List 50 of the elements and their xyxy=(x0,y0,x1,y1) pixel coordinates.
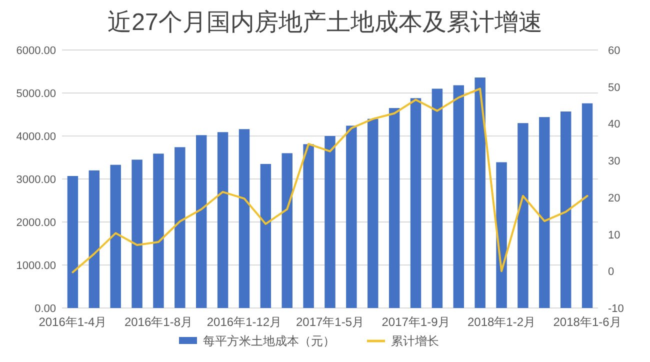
y-tick-label: 4000.00 xyxy=(16,131,56,143)
y2-tick-label: 20 xyxy=(608,192,620,204)
bar xyxy=(560,111,572,308)
bar xyxy=(539,117,550,308)
bar xyxy=(410,98,422,308)
y-tick-label: 5000.00 xyxy=(16,88,56,100)
y-tick-label: 0.00 xyxy=(34,303,56,315)
y2-tick-label: 50 xyxy=(608,82,620,94)
y-tick-label: 3000.00 xyxy=(16,174,56,186)
y-tick-label: 2000.00 xyxy=(16,217,56,229)
bar xyxy=(260,164,272,308)
y-tick-label: 1000.00 xyxy=(16,260,56,272)
bar xyxy=(110,164,121,308)
y2-tick-label: 40 xyxy=(608,118,620,131)
legend-label: 每平方米土地成本（元） xyxy=(203,334,335,348)
y2-tick-label: -10 xyxy=(608,303,624,315)
bar xyxy=(67,176,78,308)
x-tick-label: 2018年1-2月 xyxy=(467,315,536,329)
y2-tick-label: 30 xyxy=(608,156,620,168)
y2-tick-label: 0 xyxy=(608,266,614,278)
bar xyxy=(453,85,464,308)
bar xyxy=(282,153,292,308)
bar xyxy=(217,132,228,308)
bar xyxy=(153,154,164,308)
y2-tick-label: 60 xyxy=(608,45,620,57)
bar xyxy=(238,129,250,308)
bar xyxy=(432,88,443,308)
x-tick-label: 2017年1-5月 xyxy=(296,315,364,329)
bar xyxy=(474,78,486,308)
bar xyxy=(388,108,400,308)
x-tick-label: 2016年1-4月 xyxy=(38,315,107,329)
bar xyxy=(518,123,528,308)
bar xyxy=(88,170,100,308)
legend-label: 累计增长 xyxy=(391,334,439,348)
bar xyxy=(196,135,207,308)
bar xyxy=(368,118,378,308)
bar xyxy=(496,162,507,308)
x-tick-label: 2017年1-9月 xyxy=(382,315,450,329)
bar xyxy=(582,103,593,308)
y2-tick-label: 10 xyxy=(608,229,620,242)
x-tick-label: 2018年1-6月 xyxy=(553,315,622,329)
bar xyxy=(174,147,186,308)
y-tick-label: 6000.00 xyxy=(16,45,56,57)
x-tick-label: 2016年1-8月 xyxy=(124,315,193,329)
bar xyxy=(303,144,314,308)
chart-title: 近27个月国内房地产土地成本及累计增速 xyxy=(108,9,542,36)
x-tick-label: 2016年1-12月 xyxy=(206,315,282,329)
bar xyxy=(346,126,357,308)
bar xyxy=(324,136,336,308)
bar xyxy=(132,160,142,308)
